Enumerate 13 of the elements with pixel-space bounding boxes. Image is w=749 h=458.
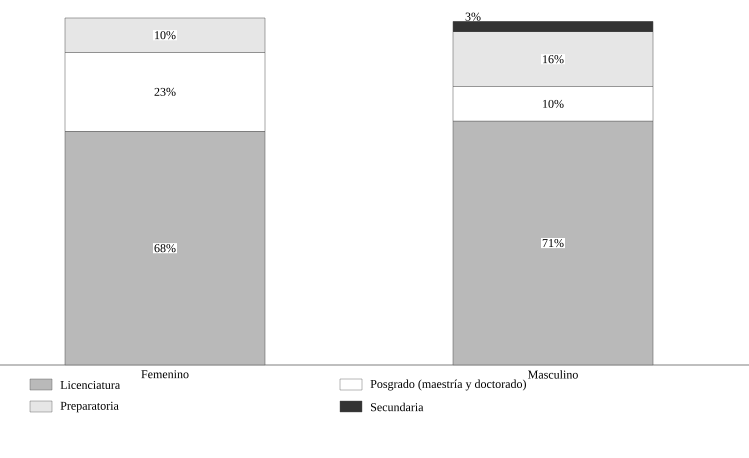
data-label: 23% (154, 88, 176, 96)
data-label: 10% (543, 100, 564, 108)
legend-label: Posgrado (maestría y doctorado) (370, 380, 526, 390)
data-label: 10% (155, 31, 176, 40)
x-tick-label: Masculino (528, 370, 578, 379)
legend-label: Secundaria (371, 402, 424, 412)
x-tick-label: Femenino (141, 370, 189, 378)
data-label: 3% (466, 12, 481, 21)
legend-label: Preparatoria (60, 402, 119, 412)
legend-label: Licenciatura (60, 380, 120, 390)
data-label: 71% (542, 238, 564, 248)
data-label: 68% (154, 244, 176, 252)
data-label: 16% (543, 55, 564, 64)
